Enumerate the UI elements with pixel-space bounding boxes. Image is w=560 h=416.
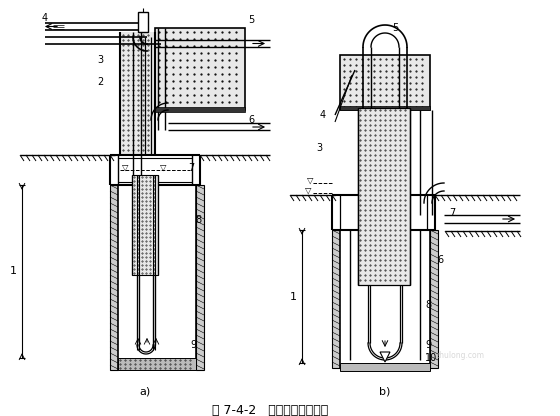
Bar xyxy=(118,358,196,370)
Bar xyxy=(358,108,410,285)
Text: 10: 10 xyxy=(425,353,437,363)
Bar xyxy=(110,185,118,370)
Text: 9: 9 xyxy=(190,340,196,350)
Text: ▽: ▽ xyxy=(160,163,166,171)
Text: 4: 4 xyxy=(42,13,48,23)
Bar xyxy=(430,230,438,368)
Bar xyxy=(196,185,204,370)
Text: 4: 4 xyxy=(320,110,326,120)
Bar xyxy=(118,185,196,370)
Text: 5: 5 xyxy=(248,15,254,25)
Text: 1: 1 xyxy=(290,292,297,302)
Text: 8: 8 xyxy=(195,215,201,225)
Text: zhulong.com: zhulong.com xyxy=(436,351,484,359)
Text: ▽: ▽ xyxy=(305,186,311,195)
Text: 7: 7 xyxy=(449,208,455,218)
Bar xyxy=(138,12,148,32)
Text: b): b) xyxy=(379,387,391,397)
Bar xyxy=(155,28,245,110)
Bar xyxy=(340,106,430,110)
Text: 7: 7 xyxy=(188,163,194,173)
Bar xyxy=(340,230,430,368)
Text: 图 7-4-2   吸泥机清孔示意图: 图 7-4-2 吸泥机清孔示意图 xyxy=(212,404,328,416)
Bar xyxy=(332,230,340,368)
Text: 8: 8 xyxy=(425,300,431,310)
Text: a): a) xyxy=(139,387,151,397)
Bar xyxy=(121,32,154,155)
Text: 9: 9 xyxy=(425,340,431,350)
Text: 3: 3 xyxy=(97,55,103,65)
Bar xyxy=(340,55,430,110)
Text: ▽: ▽ xyxy=(307,176,313,185)
Text: 5: 5 xyxy=(392,23,398,33)
Text: 3: 3 xyxy=(316,143,322,153)
Text: 1: 1 xyxy=(10,267,17,277)
Text: 2: 2 xyxy=(97,77,103,87)
Text: 6: 6 xyxy=(248,115,254,125)
Bar xyxy=(132,175,158,275)
Text: ▽: ▽ xyxy=(122,163,128,171)
Polygon shape xyxy=(380,352,390,362)
Bar xyxy=(340,363,430,371)
Text: 6: 6 xyxy=(437,255,443,265)
Bar xyxy=(155,107,245,112)
